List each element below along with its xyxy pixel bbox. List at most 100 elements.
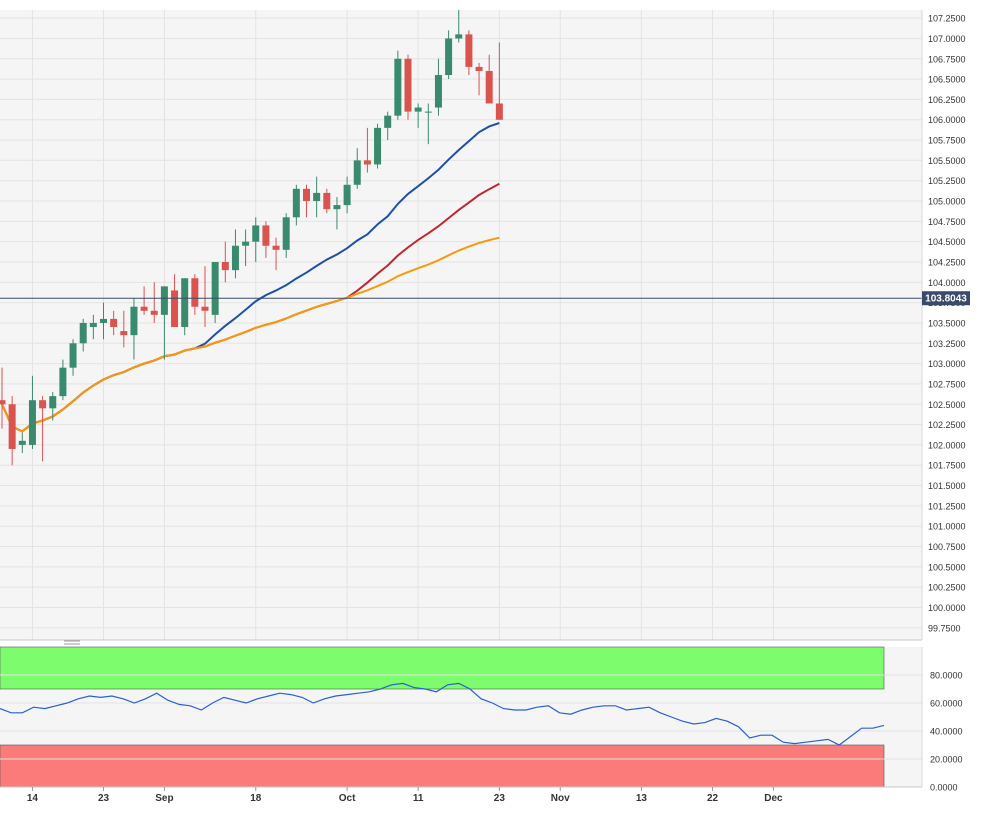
candle xyxy=(465,30,473,76)
candle xyxy=(69,339,77,376)
candle xyxy=(181,278,189,336)
candle xyxy=(231,229,239,279)
candle-body xyxy=(374,127,382,165)
candle-body xyxy=(292,188,300,218)
candle-body xyxy=(221,262,229,271)
price-tick-label: 105.0000 xyxy=(928,197,966,207)
time-tick-label: Sep xyxy=(155,793,173,804)
candle-body xyxy=(140,306,148,311)
candle-body xyxy=(8,404,16,449)
candle xyxy=(252,217,260,262)
candle-body xyxy=(384,115,392,128)
candle-body xyxy=(394,58,402,116)
candle-body xyxy=(100,318,107,323)
candle-body xyxy=(404,58,412,112)
candle-body xyxy=(59,367,67,397)
candle xyxy=(333,196,341,230)
price-tick-label: 101.7500 xyxy=(928,461,966,471)
candle-body xyxy=(445,38,453,76)
candle-body xyxy=(313,192,321,202)
candle-body xyxy=(171,290,179,328)
candle xyxy=(363,127,371,173)
candle-body xyxy=(181,278,189,328)
candle xyxy=(313,176,321,218)
price-panel xyxy=(0,10,922,640)
price-tick-label: 100.7500 xyxy=(928,542,966,552)
price-tick-label: 104.2500 xyxy=(928,258,966,268)
oscillator-axis: 80.0000 60.0000 40.0000 20.0000 0.0000 xyxy=(930,671,963,793)
candle xyxy=(140,286,148,315)
price-tick-label: 106.7500 xyxy=(928,54,966,64)
time-tick-label: 13 xyxy=(636,793,648,804)
price-tick-label: 104.5000 xyxy=(928,237,966,247)
price-tick-label: 105.5000 xyxy=(928,156,966,166)
candle-body xyxy=(262,225,270,246)
price-tick-label: 99.7500 xyxy=(928,623,961,633)
candle xyxy=(424,103,432,145)
oscillator-zone xyxy=(0,744,885,788)
price-tick-label: 100.0000 xyxy=(928,603,966,613)
candle xyxy=(79,318,87,352)
candle xyxy=(495,42,503,120)
candle xyxy=(384,111,392,141)
price-tick-label: 101.5000 xyxy=(928,481,966,491)
time-tick-label: 18 xyxy=(250,793,262,804)
candle xyxy=(18,432,26,454)
moving-averages xyxy=(1,122,500,433)
candle xyxy=(120,310,128,348)
candle xyxy=(130,298,138,360)
candle xyxy=(191,274,199,315)
candle-body xyxy=(252,225,260,242)
candle-body xyxy=(39,400,47,409)
candle-body xyxy=(455,34,463,39)
time-tick-label: Nov xyxy=(551,793,570,804)
candle xyxy=(434,58,442,116)
time-tick-label: Oct xyxy=(339,793,356,804)
candle xyxy=(455,10,463,43)
panel-resize-handle[interactable] xyxy=(64,640,80,645)
candle-body xyxy=(89,322,97,328)
candle-body xyxy=(485,70,493,104)
candle-body xyxy=(120,331,128,336)
candle xyxy=(0,367,6,429)
candle xyxy=(110,310,118,336)
price-tick-label: 102.7500 xyxy=(928,379,966,389)
time-tick-label: Dec xyxy=(764,793,783,804)
candle-body xyxy=(69,343,77,368)
candle-body xyxy=(211,262,219,315)
candle-body xyxy=(495,103,503,120)
candle xyxy=(445,30,453,80)
candle xyxy=(89,314,97,340)
candlestick-series xyxy=(0,10,503,466)
price-tick-label: 101.2500 xyxy=(928,501,966,511)
oscillator-tick-label: 80.0000 xyxy=(930,671,963,681)
candle-body xyxy=(363,160,371,165)
candle-body xyxy=(28,400,36,445)
candle xyxy=(282,213,290,258)
candle-body xyxy=(201,306,209,311)
candle-body xyxy=(434,75,442,108)
price-tick-label: 102.5000 xyxy=(928,400,966,410)
price-tick-label: 105.7500 xyxy=(928,136,966,146)
price-tick-label: 103.0000 xyxy=(928,359,966,369)
candle-body xyxy=(303,188,310,202)
sma-long-line xyxy=(1,236,500,433)
price-tick-label: 106.2500 xyxy=(928,95,966,105)
time-tick-label: 11 xyxy=(413,793,424,804)
price-tick-label: 100.2500 xyxy=(928,583,966,593)
price-tick-label: 106.5000 xyxy=(928,75,966,85)
candle-body xyxy=(49,396,57,409)
candle-body xyxy=(414,107,422,112)
last-price-tag: 103.8043 xyxy=(922,291,970,306)
candle xyxy=(242,229,250,267)
candle xyxy=(150,282,158,323)
candle xyxy=(28,375,36,449)
candle xyxy=(353,148,361,189)
candle xyxy=(374,123,382,169)
candle xyxy=(221,241,229,283)
oscillator-tick-label: 40.0000 xyxy=(930,727,963,737)
candle xyxy=(292,184,300,226)
candle xyxy=(485,54,493,104)
time-tick-label: 23 xyxy=(494,793,506,804)
time-tick-label: 14 xyxy=(27,793,39,804)
